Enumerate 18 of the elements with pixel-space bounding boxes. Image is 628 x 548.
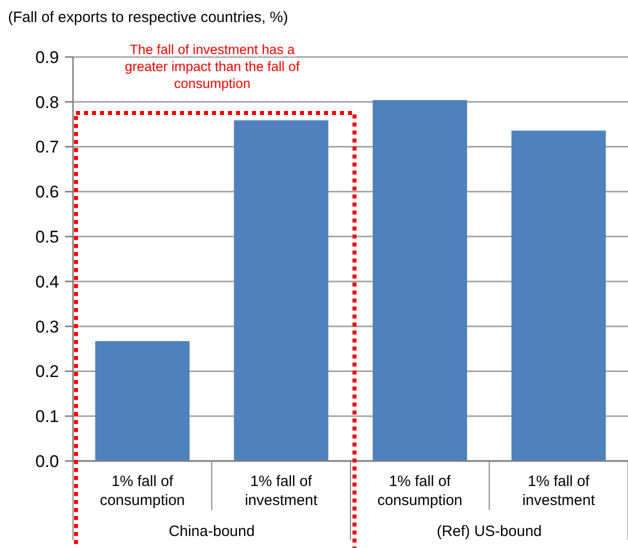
- y-axis-title: (Fall of exports to respective countries, %): [8, 9, 288, 26]
- y-tick-label: 0.4: [35, 272, 59, 292]
- text: (Ref) US-bound: [436, 523, 542, 540]
- y-tick-label: 0.9: [35, 48, 59, 67]
- y-tick-label: 0.7: [35, 138, 59, 157]
- y-tick-label: 0.2: [35, 362, 59, 382]
- y-tick-label: 0.0: [35, 452, 59, 471]
- x-tick-label: 1% fall of investment: [522, 473, 596, 509]
- y-tick-label: 0.5: [35, 228, 59, 247]
- x-tick-label: 1% fall of investment: [244, 473, 318, 509]
- y-tick-label: 0.1: [35, 407, 59, 426]
- x-tick-label: 1% fall of consumption: [377, 473, 462, 509]
- y-tick-label: 0.6: [35, 182, 59, 202]
- y-tick-label: 0.3: [35, 317, 59, 336]
- y-tick-label: 0.8: [35, 92, 59, 112]
- x-tick-label: 1% fall of consumption: [100, 473, 185, 509]
- annotation: The fall of investment has a greater impact than the fall of consumption: [124, 42, 300, 91]
- text: China-bound: [168, 523, 255, 540]
